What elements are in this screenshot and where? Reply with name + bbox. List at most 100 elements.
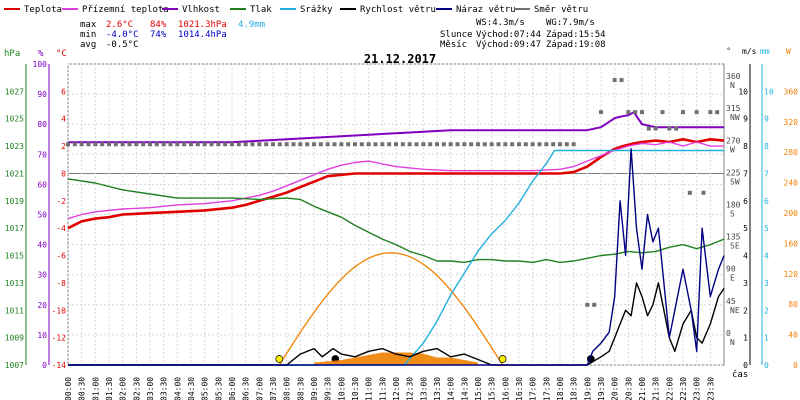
wind-direction-point bbox=[182, 142, 187, 147]
stats-min-press: 1014.4hPa bbox=[178, 30, 227, 40]
x-tick-label: 20:30 bbox=[624, 377, 633, 400]
wind-axis-tick: 0 bbox=[743, 361, 748, 370]
wind-direction-point bbox=[134, 142, 139, 147]
wind-direction-point bbox=[421, 142, 426, 147]
wind-direction-point bbox=[462, 142, 467, 147]
x-tick-label: 15:00 bbox=[474, 377, 483, 400]
wind-direction-point bbox=[154, 142, 159, 147]
wind-direction-point bbox=[298, 142, 303, 147]
rain-mm-tick: 2 bbox=[764, 306, 769, 315]
stats-max-hum: 84% bbox=[150, 20, 167, 30]
wind-direction-point bbox=[209, 142, 214, 147]
wind-direction-point bbox=[503, 142, 508, 147]
x-tick-label: 21:30 bbox=[652, 377, 661, 400]
x-tick-label: 19:30 bbox=[597, 377, 606, 400]
x-tick-label: 01:30 bbox=[105, 377, 114, 400]
wind-direction-point bbox=[407, 142, 412, 147]
intensity-axis-tick: 120 bbox=[784, 270, 799, 279]
rain-axis-label: mm bbox=[760, 47, 770, 56]
rain-mm-tick: 4 bbox=[764, 252, 769, 261]
series-gust-line bbox=[68, 148, 725, 366]
x-tick-label: 20:00 bbox=[611, 377, 620, 400]
wind-direction-point bbox=[120, 142, 125, 147]
series-layer bbox=[66, 78, 725, 366]
wind-direction-point bbox=[243, 142, 248, 147]
stats-max-label: max bbox=[80, 20, 97, 30]
wind-direction-point bbox=[653, 126, 658, 131]
direction-axis-label: ° bbox=[726, 47, 731, 57]
x-tick-label: 12:30 bbox=[406, 377, 415, 400]
wind-speed-info: WS:4.3m/s bbox=[476, 18, 525, 28]
wind-direction-point bbox=[510, 142, 515, 147]
direction-tick: 225 bbox=[726, 168, 741, 177]
series-hum-line bbox=[68, 111, 724, 144]
intensity-axis-tick: 0 bbox=[793, 361, 798, 370]
legend-label: Rychlost větru bbox=[360, 5, 436, 15]
pressure-axis-tick: 1017 bbox=[5, 224, 24, 233]
wind-direction-point bbox=[476, 142, 480, 147]
sun-set: Západ:15:54 bbox=[546, 30, 606, 40]
x-tick-label: 22:00 bbox=[665, 377, 674, 400]
wind-direction-point bbox=[687, 190, 692, 195]
x-tick-label: 02:30 bbox=[132, 377, 141, 400]
temperature-axis-tick: -14 bbox=[52, 361, 67, 370]
wind-direction-point bbox=[694, 110, 699, 115]
stats-avg-temp: -0.5°C bbox=[106, 40, 139, 50]
wind-direction-point bbox=[489, 142, 494, 147]
moon-label: Měsíc bbox=[440, 40, 467, 50]
rain-mm-tick: 9 bbox=[764, 115, 769, 124]
wind-direction-point bbox=[482, 142, 487, 147]
intensity-axis-tick: 240 bbox=[784, 179, 799, 188]
wind-direction-point bbox=[646, 126, 651, 131]
legend: Teplota Přízemní teplota Vlhkost Tlak Srážky… bbox=[4, 5, 588, 15]
wind-axis-tick: 8 bbox=[743, 142, 748, 151]
wind-direction-point bbox=[537, 142, 542, 147]
pressure-axis-tick: 1007 bbox=[5, 361, 24, 370]
x-tick-label: 14:00 bbox=[447, 377, 456, 400]
temperature-axis-tick: 6 bbox=[61, 87, 66, 96]
wind-direction-point bbox=[332, 142, 337, 147]
wind-axis-tick: 4 bbox=[743, 252, 748, 261]
x-tick-label: 23:00 bbox=[693, 377, 702, 400]
pressure-axis-tick: 1015 bbox=[5, 252, 24, 261]
humidity-axis-tick: 0 bbox=[42, 361, 47, 370]
wind-direction-point bbox=[551, 142, 556, 147]
stats-max-rain: 4.9mm bbox=[238, 20, 265, 30]
legend-label: Tlak bbox=[250, 5, 272, 15]
wind-direction-point bbox=[236, 142, 241, 147]
sun-rise: Východ:07:44 bbox=[476, 30, 541, 40]
x-tick-label: 05:00 bbox=[201, 377, 210, 400]
x-tick-label: 02:00 bbox=[119, 377, 128, 400]
rain-mm-tick: 6 bbox=[764, 197, 769, 206]
wind-direction-point bbox=[127, 142, 132, 147]
rain-mm-tick: 7 bbox=[764, 169, 769, 178]
pressure-axis-tick: 1027 bbox=[5, 87, 24, 96]
x-tick-label: 11:30 bbox=[378, 377, 387, 400]
wind-direction-point bbox=[230, 142, 234, 147]
wind-direction-point bbox=[86, 142, 91, 147]
x-tick-label: 03:30 bbox=[160, 377, 169, 400]
wind-direction-point bbox=[312, 142, 316, 147]
wind-direction-point bbox=[681, 110, 685, 115]
wind-direction-point bbox=[216, 142, 221, 147]
temperature-axis-tick: -12 bbox=[52, 334, 67, 343]
wind-axis-tick: 7 bbox=[743, 169, 748, 178]
direction-tick: 315 bbox=[726, 104, 741, 113]
temperature-axis-tick: -4 bbox=[56, 224, 66, 233]
wind-direction-point bbox=[435, 142, 439, 147]
x-tick-label: 10:30 bbox=[351, 377, 360, 400]
stats-min-label: min bbox=[80, 30, 96, 40]
wind-direction-point bbox=[523, 142, 528, 147]
wind-direction-point bbox=[373, 142, 378, 147]
legend-label: Náraz větru bbox=[456, 5, 516, 15]
wind-direction-point bbox=[195, 142, 200, 147]
direction-label: NE bbox=[730, 306, 740, 315]
wind-direction-point bbox=[441, 142, 446, 147]
wind-axis-label: m/s bbox=[742, 47, 757, 56]
direction-label: NW bbox=[730, 113, 740, 122]
humidity-axis-tick: 30 bbox=[37, 271, 47, 280]
wind-direction-point bbox=[284, 142, 289, 147]
sun-arc bbox=[278, 252, 504, 366]
wind-direction-point bbox=[455, 142, 460, 147]
humidity-axis-tick: 80 bbox=[37, 120, 47, 129]
